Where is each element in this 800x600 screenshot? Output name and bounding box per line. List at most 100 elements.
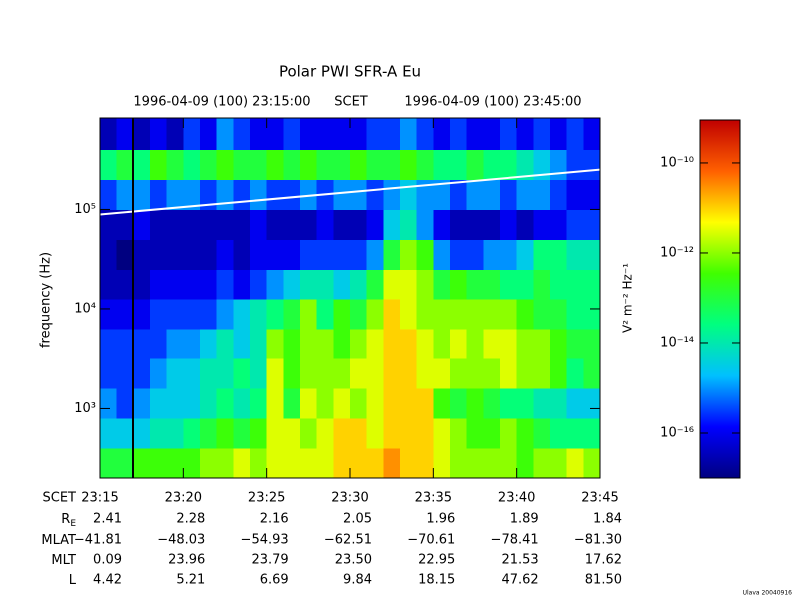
cell	[383, 358, 401, 389]
cell	[400, 298, 418, 330]
cell	[250, 118, 268, 151]
cell	[400, 358, 418, 389]
table-cell: −62.51	[324, 533, 372, 548]
end-time: 1996-04-09 (100) 23:45:00	[404, 95, 581, 110]
cell	[200, 179, 218, 210]
cell	[116, 118, 134, 151]
cell	[266, 388, 284, 419]
cell	[483, 269, 501, 300]
table-cell: 4.42	[93, 573, 122, 588]
table-cell: 81.50	[585, 573, 622, 588]
cell	[550, 328, 568, 359]
cell	[183, 328, 201, 359]
cell	[316, 209, 334, 240]
cell	[400, 239, 418, 270]
cell	[250, 418, 268, 449]
colorbar	[699, 119, 741, 479]
cell	[400, 179, 418, 210]
cell	[300, 298, 318, 330]
cell	[316, 358, 334, 389]
cell	[100, 269, 118, 300]
cell	[233, 179, 251, 210]
cell	[150, 149, 168, 180]
table-row-label: L	[69, 573, 77, 588]
cell	[333, 149, 351, 180]
cell	[533, 209, 551, 240]
cell	[550, 149, 568, 180]
cell	[116, 358, 134, 389]
cell	[133, 149, 151, 180]
table-cell: 2.41	[93, 512, 122, 527]
row-label-sub: E	[70, 519, 76, 529]
table-cell: 2.28	[176, 512, 205, 527]
cell	[200, 209, 218, 240]
table-cell: 2.16	[260, 512, 289, 527]
cell	[350, 269, 368, 300]
table-row-label: SCET	[43, 491, 77, 506]
cell	[166, 239, 184, 270]
cell	[550, 209, 568, 240]
cell	[450, 328, 468, 359]
table-cell: −54.93	[241, 533, 289, 548]
y-tick-label: 10³	[74, 401, 96, 416]
cell	[416, 269, 434, 300]
colorbar-tick-label: 10⁻¹⁰	[660, 155, 694, 170]
cell	[416, 298, 434, 330]
cell	[150, 358, 168, 389]
cell	[416, 388, 434, 419]
cell	[233, 239, 251, 270]
cell	[566, 298, 584, 330]
cell	[416, 418, 434, 449]
cell	[166, 179, 184, 210]
cell	[316, 298, 334, 330]
cell	[366, 388, 384, 419]
cell	[200, 448, 218, 479]
cell	[416, 118, 434, 151]
cell	[283, 239, 301, 270]
cell	[500, 298, 518, 330]
table-cell: 23.79	[251, 553, 288, 568]
cell	[166, 358, 184, 389]
cell	[250, 388, 268, 419]
cell	[150, 328, 168, 359]
cell	[400, 388, 418, 419]
cell	[433, 358, 451, 389]
cell	[216, 358, 234, 389]
cell	[266, 209, 284, 240]
cell	[383, 179, 401, 210]
cell	[183, 269, 201, 300]
cell	[400, 209, 418, 240]
cell	[450, 388, 468, 419]
cell	[266, 418, 284, 449]
cell	[566, 179, 584, 210]
cell	[233, 269, 251, 300]
cell	[116, 209, 134, 240]
cell	[550, 179, 568, 210]
cell	[550, 298, 568, 330]
colorbar-tick-label: 10⁻¹⁶	[660, 425, 694, 440]
cell	[200, 149, 218, 180]
cell	[533, 118, 551, 151]
cell	[516, 298, 534, 330]
cell	[450, 269, 468, 300]
cell	[133, 418, 151, 449]
cell	[150, 418, 168, 449]
cell	[366, 239, 384, 270]
cell	[116, 448, 134, 479]
cell	[583, 358, 601, 389]
cell	[283, 418, 301, 449]
cell	[250, 328, 268, 359]
cell	[566, 418, 584, 449]
cell	[516, 239, 534, 270]
cell	[433, 418, 451, 449]
row-label-text: MLT	[51, 553, 76, 568]
cell	[500, 358, 518, 389]
cell	[133, 298, 151, 330]
overlay: 10³ 10⁴ 10⁵ SCET 23:15 23:20 23:25 23:30 23:35 23…	[41, 117, 741, 588]
cell	[200, 298, 218, 330]
cell	[333, 179, 351, 210]
cell	[350, 239, 368, 270]
cell	[300, 418, 318, 449]
cell	[233, 328, 251, 359]
cell	[366, 358, 384, 389]
